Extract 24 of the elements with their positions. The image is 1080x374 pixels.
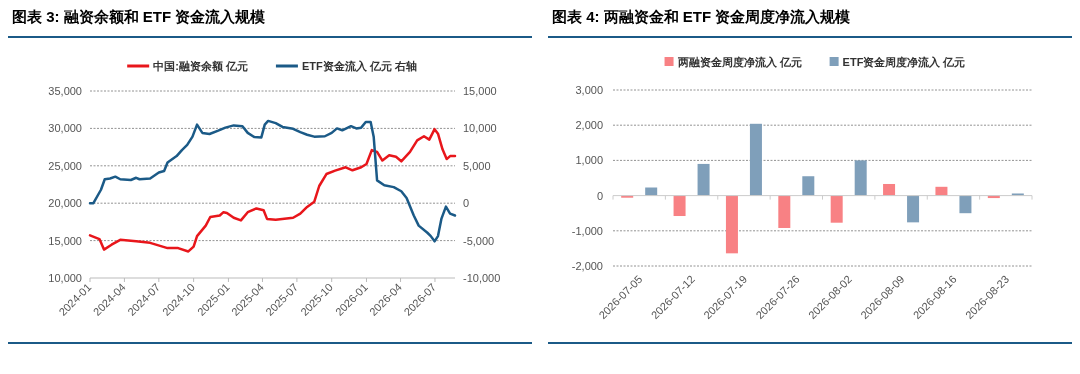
y-tick-label: 30,000 (48, 122, 82, 135)
y2-tick-label: -10,000 (463, 272, 501, 284)
y-tick-label: -2,000 (571, 260, 603, 272)
y-tick-label: 20,000 (48, 197, 82, 210)
y-tick-label: 35,000 (48, 85, 82, 97)
legend-label: 中国:融资余额 亿元 (153, 60, 248, 72)
legend-label: ETF资金周度净流入 亿元 (842, 56, 966, 69)
y-tick-label: 2,000 (575, 119, 603, 132)
y-tick-label: 10,000 (48, 272, 82, 284)
y2-tick-label: 15,000 (463, 85, 497, 97)
chart-title: 图表 4: 两融资金和 ETF 资金周度净流入规模 (552, 8, 852, 25)
y2-tick-label: 10,000 (463, 122, 497, 135)
y2-tick-label: -5,000 (463, 234, 495, 247)
y-tick-label: 3,000 (575, 84, 603, 96)
y-tick-label: 0 (596, 189, 603, 202)
y2-tick-label: 5,000 (463, 159, 491, 172)
y-tick-label: 15,000 (48, 234, 82, 247)
legend-label: ETF资金流入 亿元 右轴 (301, 60, 417, 73)
y-tick-label: 25,000 (48, 159, 82, 172)
y-tick-label: 1,000 (575, 154, 603, 167)
chart-title: 图表 3: 融资余额和 ETF 资金流入规模 (12, 8, 267, 25)
y2-tick-label: 0 (463, 197, 470, 210)
y-tick-label: -1,000 (571, 224, 603, 237)
legend-label: 两融资金周度净流入 亿元 (676, 56, 802, 69)
